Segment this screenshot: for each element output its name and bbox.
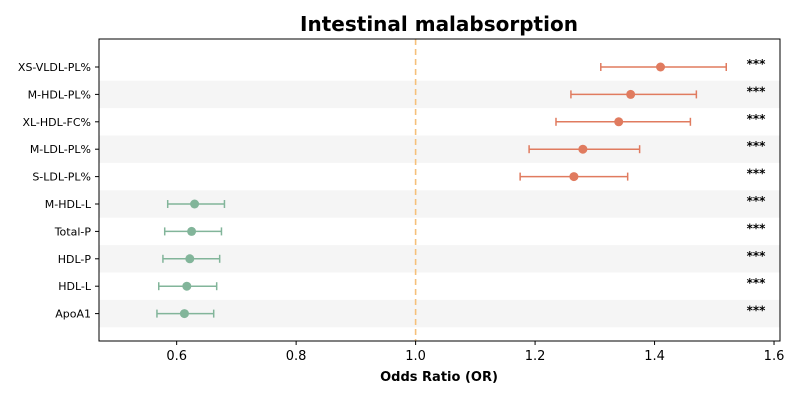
significance-label: ***: [747, 112, 767, 126]
data-marks: *** *** *** *** *** *** *** *** *** ***: [156, 57, 767, 319]
significance-label: ***: [747, 57, 767, 71]
y-tick-label: M-HDL-PL%: [28, 88, 91, 101]
y-tick-label: HDL-L: [58, 280, 92, 293]
significance-label: ***: [747, 194, 767, 208]
or-point: [182, 281, 192, 291]
y-tick-label: HDL-P: [58, 253, 92, 266]
significance-label: ***: [747, 84, 767, 98]
x-tick-label: 1.4: [644, 349, 665, 364]
x-axis: 0.6 0.8 1.0 1.2 1.4 1.6: [166, 341, 784, 364]
or-point: [569, 172, 579, 182]
or-point: [185, 254, 195, 264]
or-point: [179, 309, 189, 319]
significance-label: ***: [747, 304, 767, 318]
x-tick-label: 0.8: [286, 349, 307, 364]
y-tick-label: M-LDL-PL%: [30, 143, 91, 156]
y-tick-label: M-HDL-L: [45, 198, 92, 211]
significance-label: ***: [747, 139, 767, 153]
chart-title: Intestinal malabsorption: [300, 12, 578, 36]
or-point: [187, 226, 197, 236]
or-point: [614, 117, 624, 127]
x-tick-label: 1.6: [764, 349, 785, 364]
y-tick-label: XL-HDL-FC%: [22, 116, 91, 129]
y-tick-label: S-LDL-PL%: [32, 171, 91, 184]
x-tick-label: 1.0: [405, 349, 426, 364]
y-tick-label: XS-VLDL-PL%: [18, 61, 91, 74]
significance-label: ***: [747, 249, 767, 263]
or-point: [626, 89, 636, 99]
y-axis: XS-VLDL-PL% M-HDL-PL% XL-HDL-FC% M-LDL-PL% S…: [18, 61, 99, 321]
or-point: [656, 62, 666, 72]
significance-label: ***: [747, 221, 767, 235]
significance-label: ***: [747, 276, 767, 290]
x-tick-label: 1.2: [525, 349, 546, 364]
significance-label: ***: [747, 167, 767, 181]
or-point: [190, 199, 200, 209]
x-axis-label: Odds Ratio (OR): [380, 370, 498, 385]
y-tick-label: ApoA1: [55, 308, 91, 321]
y-tick-label: Total-P: [54, 225, 92, 238]
plot-frame: [98, 38, 781, 342]
x-tick-label: 0.6: [166, 349, 187, 364]
row-stripe: [99, 135, 780, 163]
or-point: [578, 144, 588, 154]
